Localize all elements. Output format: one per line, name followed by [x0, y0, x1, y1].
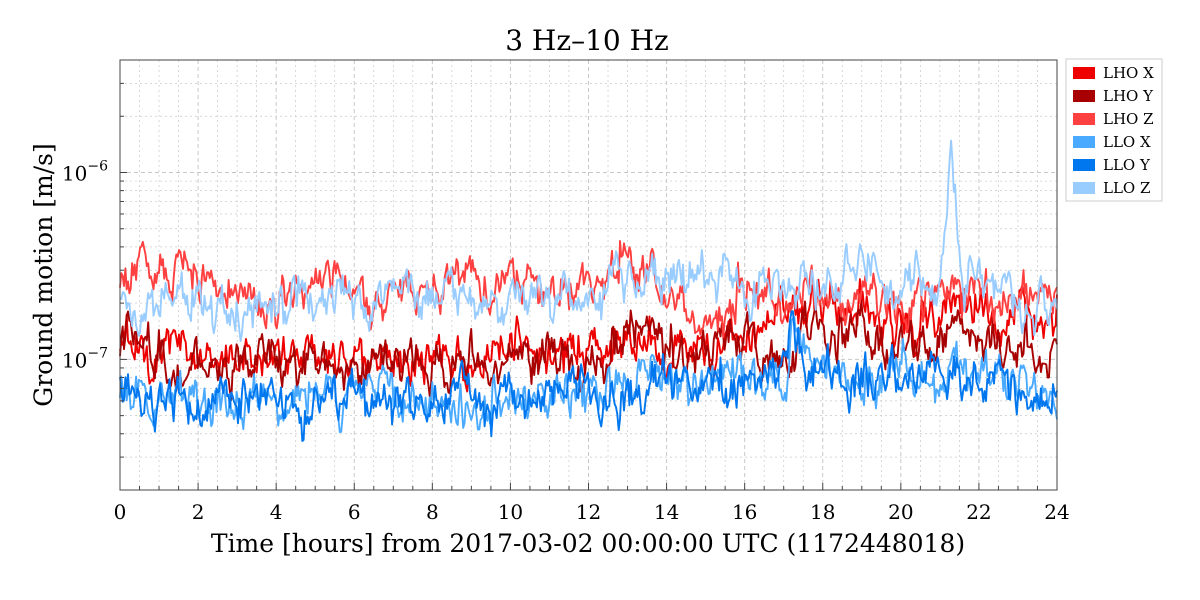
legend-label: LHO Y — [1103, 87, 1154, 105]
legend-label: LLO Y — [1103, 156, 1151, 174]
y-tick-label: 10−7 — [62, 345, 108, 372]
legend-label: LLO X — [1103, 133, 1151, 151]
legend-label: LLO Z — [1103, 179, 1150, 197]
chart-title: 3 Hz–10 Hz — [505, 24, 669, 57]
series-layer — [119, 139, 1058, 442]
legend: LHO X LHO Y LHO Z LLO X LLO Y LLO Z — [1065, 58, 1163, 202]
legend-label: LHO Z — [1103, 110, 1154, 128]
legend-swatch — [1073, 113, 1095, 125]
x-tick-label: 18 — [810, 500, 835, 524]
x-tick-label: 10 — [498, 500, 523, 524]
x-tick-label: 16 — [732, 500, 757, 524]
series-line-lho-z — [119, 240, 1058, 339]
x-axis-label: Time [hours] from 2017-03-02 00:00:00 UT… — [211, 529, 965, 558]
legend-swatch — [1073, 159, 1095, 171]
x-tick-label: 0 — [114, 500, 127, 524]
y-tick-label: 10−6 — [62, 159, 108, 186]
x-tick-label: 22 — [966, 500, 991, 524]
x-tick-label: 14 — [654, 500, 679, 524]
x-tick-label: 4 — [270, 500, 283, 524]
legend-swatch — [1073, 67, 1095, 79]
legend-swatch — [1073, 182, 1095, 194]
x-tick-label: 12 — [576, 500, 601, 524]
legend-swatch — [1073, 136, 1095, 148]
x-tick-label: 6 — [348, 500, 361, 524]
y-axis-label: Ground motion [m/s] — [29, 143, 58, 407]
series-line-lho-y — [119, 299, 1058, 401]
x-tick-label: 8 — [426, 500, 439, 524]
x-tick-label: 24 — [1044, 500, 1069, 524]
grid — [119, 59, 1058, 491]
x-tick-label: 20 — [888, 500, 913, 524]
legend-label: LHO X — [1103, 64, 1154, 82]
x-tick-label: 2 — [192, 500, 205, 524]
legend-box — [1065, 58, 1163, 202]
series-line-llo-z — [119, 139, 1058, 342]
series-line-lho-x — [119, 278, 1058, 393]
legend-swatch — [1073, 90, 1095, 102]
series-line-llo-y — [119, 310, 1058, 442]
